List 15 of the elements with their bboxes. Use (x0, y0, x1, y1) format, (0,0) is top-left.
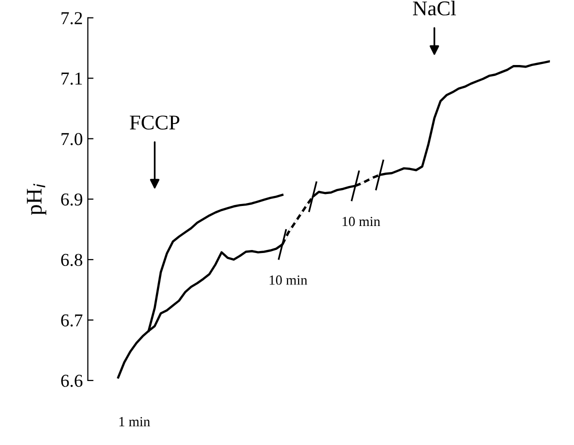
y-tick-label: 6.9 (61, 193, 82, 206)
y-tick-label: 6.6 (61, 374, 82, 387)
annotation: 10 min (270, 275, 308, 285)
line-series (148, 194, 284, 332)
text: 1 min (119, 417, 150, 426)
annotation: 10 min (342, 216, 380, 226)
y-tick-label: 6.8 (61, 254, 82, 266)
y-tick-label: 7.1 (62, 72, 82, 85)
line-series (117, 60, 550, 379)
y-tick-label: 7.2 (62, 12, 82, 24)
text: NaCl (412, 0, 456, 16)
y-tick-label: 6.7 (61, 314, 82, 327)
y-axis-title: pH$_{i}$ (26, 184, 46, 215)
annotation: FCCP (130, 116, 180, 130)
y-tick-label: 7.0 (62, 132, 82, 146)
